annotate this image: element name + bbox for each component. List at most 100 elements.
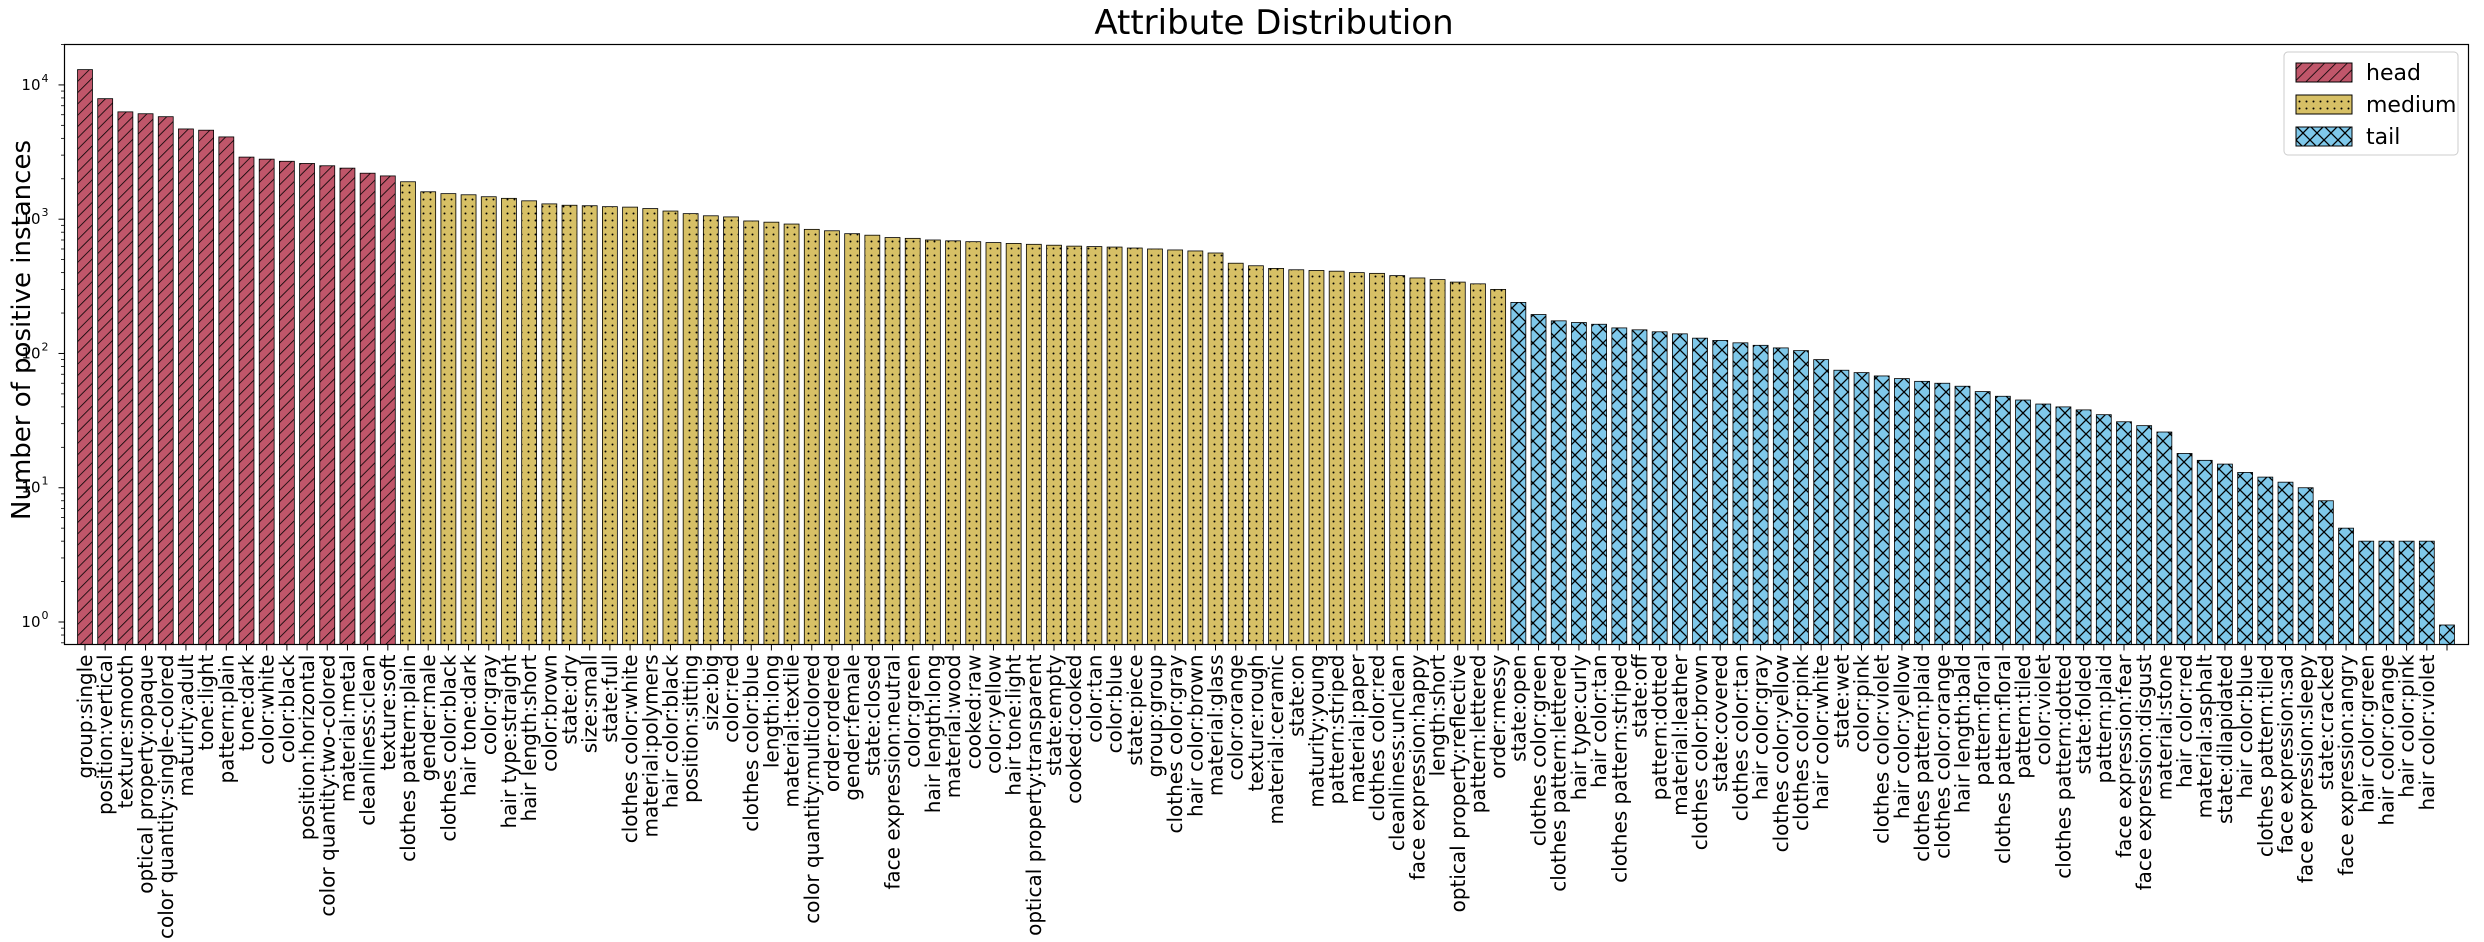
bar-13 bbox=[319, 165, 336, 645]
bar-51 bbox=[1086, 246, 1103, 645]
x-tick-label: material:paper bbox=[1345, 654, 1369, 803]
x-tick-label: state:folded bbox=[2072, 655, 2096, 775]
bar-44 bbox=[945, 240, 961, 645]
bar-15 bbox=[359, 172, 376, 645]
x-tick-label: material:ceramic bbox=[1264, 655, 1288, 825]
x-tick-label: length:long bbox=[759, 655, 783, 769]
x-tick-label: gender:female bbox=[840, 655, 864, 801]
y-tick-exponent: 3 bbox=[42, 206, 49, 219]
bar-25 bbox=[561, 204, 578, 645]
bar-60 bbox=[1268, 268, 1284, 645]
bar-32 bbox=[702, 215, 719, 645]
y-tick-label: 10 bbox=[21, 613, 40, 631]
y-tick-exponent: 4 bbox=[42, 72, 49, 85]
x-tick-label: clothes color:violet bbox=[1870, 654, 1894, 844]
x-tick-label: cleanliness:unclean bbox=[1385, 655, 1409, 852]
x-tick-label: clothes color:orange bbox=[1930, 655, 1954, 859]
bar-72 bbox=[1510, 302, 1527, 645]
bar-36 bbox=[783, 223, 800, 645]
x-tick-label: hair color:green bbox=[2354, 655, 2378, 813]
x-tick-label: color:blue bbox=[1103, 655, 1127, 754]
y-tick-label: 10 bbox=[21, 479, 40, 497]
bar-103 bbox=[2136, 425, 2153, 645]
x-tick-label: color:pink bbox=[1850, 654, 1874, 753]
bar-75 bbox=[1571, 322, 1587, 645]
bar-109 bbox=[2257, 476, 2274, 645]
bar-76 bbox=[1591, 323, 1607, 645]
bar-110 bbox=[2277, 481, 2294, 645]
bar-106 bbox=[2196, 459, 2213, 645]
bar-2 bbox=[97, 98, 114, 645]
x-tick-label: state:dilapidated bbox=[2213, 655, 2237, 825]
bar-83 bbox=[1732, 342, 1749, 645]
x-tick-label: color:violet bbox=[2031, 654, 2055, 765]
bar-48 bbox=[1025, 243, 1042, 645]
bar-90 bbox=[1873, 375, 1890, 645]
chart-title: Attribute Distribution bbox=[1094, 3, 1453, 43]
x-tick-label: color:black bbox=[275, 654, 299, 763]
x-tick-label: tone:light bbox=[194, 654, 218, 750]
bar-18 bbox=[420, 191, 437, 645]
x-tick-label: color:tan bbox=[1082, 655, 1106, 743]
bar-30 bbox=[662, 210, 679, 645]
bar-115 bbox=[2378, 540, 2395, 645]
bar-69 bbox=[1449, 281, 1466, 645]
x-tick-label: cleanliness:clean bbox=[356, 655, 380, 826]
bar-22 bbox=[501, 197, 517, 645]
bar-80 bbox=[1671, 333, 1688, 645]
x-axis-ticks: group:singleposition:verticaltexture:smo… bbox=[73, 644, 2448, 939]
bar-46 bbox=[985, 242, 1002, 645]
plot-frame bbox=[63, 43, 2470, 646]
x-tick-label: color:green bbox=[901, 655, 925, 768]
x-tick-label: state:on bbox=[1284, 655, 1308, 737]
bar-23 bbox=[521, 200, 538, 645]
x-tick-label: state:empty bbox=[1042, 654, 1066, 776]
x-tick-label: clothes pattern:tiled bbox=[2253, 655, 2277, 858]
x-tick-label: pattern:plain bbox=[214, 655, 238, 784]
bar-34 bbox=[743, 220, 760, 645]
bar-61 bbox=[1288, 269, 1305, 645]
bar-70 bbox=[1470, 283, 1486, 645]
bar-108 bbox=[2237, 472, 2253, 645]
x-tick-label: face expression:sad bbox=[2274, 655, 2298, 854]
x-tick-label: material:metal bbox=[335, 655, 359, 803]
bar-65 bbox=[1369, 272, 1385, 645]
x-tick-label: hair color:black bbox=[658, 654, 682, 808]
bar-62 bbox=[1308, 270, 1325, 645]
x-tick-label: hair color:white bbox=[1809, 655, 1833, 810]
y-tick-label: 10 bbox=[21, 76, 40, 94]
bar-57 bbox=[1207, 252, 1224, 645]
x-tick-label: pattern:plaid bbox=[2092, 655, 2116, 784]
bar-104 bbox=[2156, 431, 2173, 645]
bar-87 bbox=[1813, 359, 1830, 645]
bar-94 bbox=[1954, 385, 1971, 645]
x-tick-label: face expression:fear bbox=[2112, 654, 2136, 858]
x-tick-label: face expression:happy bbox=[1405, 654, 1429, 880]
x-tick-label: hair color:red bbox=[2173, 655, 2197, 789]
bar-118 bbox=[2439, 624, 2455, 645]
x-tick-label: face expression:disgust bbox=[2132, 654, 2156, 890]
x-tick-label: clothes color:black bbox=[436, 654, 460, 842]
y-tick-exponent: 0 bbox=[42, 609, 49, 622]
bar-35 bbox=[763, 221, 780, 645]
x-tick-label: clothes pattern:striped bbox=[1607, 655, 1631, 883]
x-tick-label: state:closed bbox=[860, 655, 884, 777]
x-tick-label: color:red bbox=[719, 655, 743, 743]
bar-114 bbox=[2358, 540, 2375, 645]
bar-81 bbox=[1692, 337, 1708, 645]
x-tick-label: hair color:blue bbox=[2233, 655, 2257, 799]
bar-10 bbox=[258, 158, 275, 645]
x-tick-label: clothes pattern:plain bbox=[396, 655, 420, 862]
x-tick-label: face expression:neutral bbox=[881, 655, 905, 890]
x-tick-label: maturity:young bbox=[1304, 655, 1328, 808]
bar-37 bbox=[803, 228, 820, 645]
x-tick-label: state:open bbox=[1506, 655, 1530, 762]
bar-43 bbox=[925, 239, 941, 645]
x-tick-label: order:messy bbox=[1486, 654, 1510, 778]
legend-label-medium: medium bbox=[2366, 93, 2456, 118]
x-tick-label: hair length:short bbox=[517, 654, 541, 821]
x-tick-label: color:yellow bbox=[981, 655, 1005, 774]
bar-85 bbox=[1772, 347, 1789, 645]
y-tick-exponent: 2 bbox=[42, 340, 49, 353]
x-tick-label: hair type:straight bbox=[497, 654, 521, 828]
